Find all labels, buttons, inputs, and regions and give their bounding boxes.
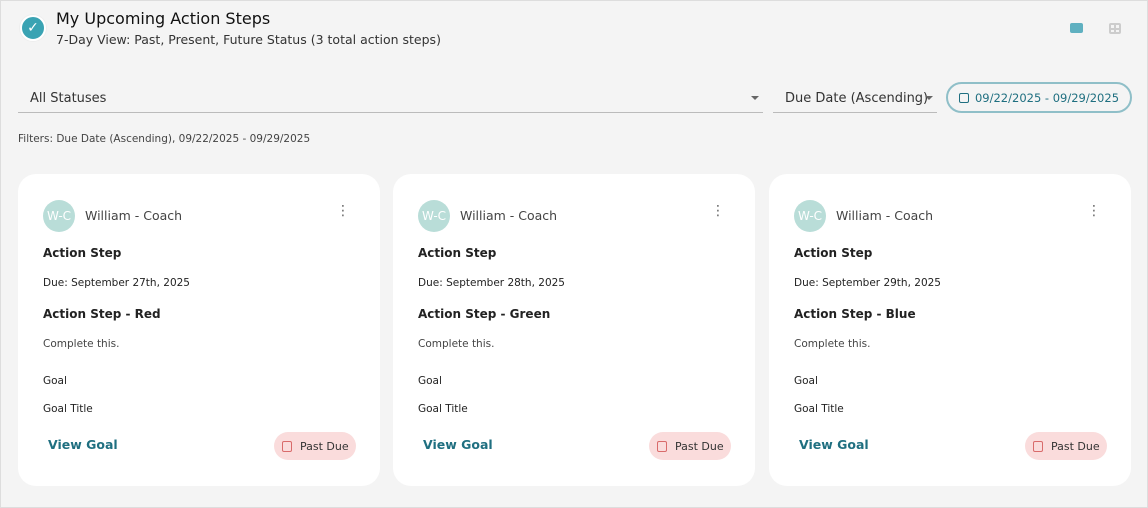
- alert-calendar-icon: [657, 440, 667, 452]
- more-options-icon[interactable]: ⋮: [711, 203, 725, 219]
- status-label: Past Due: [675, 439, 724, 453]
- status-label: Past Due: [1051, 439, 1100, 453]
- status-badge: Past Due: [649, 432, 731, 460]
- action-step-name: Action Step - Blue: [794, 307, 916, 321]
- description: Complete this.: [418, 338, 495, 350]
- avatar: W-C: [418, 200, 450, 232]
- status-label: Past Due: [300, 439, 349, 453]
- status-badge: Past Due: [1025, 432, 1107, 460]
- avatar: W-C: [794, 200, 826, 232]
- chevron-down-icon: [925, 96, 933, 100]
- goal-label: Goal: [43, 375, 67, 387]
- view-goal-link[interactable]: View Goal: [48, 437, 118, 452]
- card-type: Action Step: [418, 246, 497, 260]
- action-step-card: W-C William - Coach ⋮ Action Step Due: S…: [769, 174, 1131, 486]
- date-range-label: 09/22/2025 - 09/29/2025: [974, 90, 1120, 105]
- due-date: Due: September 28th, 2025: [418, 277, 565, 289]
- goal-label: Goal: [794, 375, 818, 387]
- grid-view-icon[interactable]: [1109, 23, 1121, 34]
- alert-calendar-icon: [282, 440, 292, 452]
- goal-label: Goal: [418, 375, 442, 387]
- view-goal-link[interactable]: View Goal: [799, 437, 869, 452]
- action-step-card: W-C William - Coach ⋮ Action Step Due: S…: [393, 174, 755, 486]
- sort-select-value: Due Date (Ascending): [785, 91, 929, 106]
- action-step-name: Action Step - Green: [418, 307, 551, 321]
- check-circle-icon: ✓: [20, 15, 46, 41]
- coach-name: William - Coach: [836, 208, 934, 223]
- filters-summary: Filters: Due Date (Ascending), 09/22/202…: [18, 133, 311, 145]
- action-step-card: W-C William - Coach ⋮ Action Step Due: S…: [18, 174, 380, 486]
- goal-title: Goal Title: [794, 403, 844, 415]
- page-title: My Upcoming Action Steps: [56, 9, 271, 28]
- description: Complete this.: [794, 338, 871, 350]
- calendar-icon: [958, 92, 969, 103]
- sort-select[interactable]: Due Date (Ascending): [773, 83, 937, 113]
- action-step-name: Action Step - Red: [43, 307, 161, 321]
- card-type: Action Step: [43, 246, 122, 260]
- coach-name: William - Coach: [85, 208, 183, 223]
- avatar: W-C: [43, 200, 75, 232]
- view-goal-link[interactable]: View Goal: [423, 437, 493, 452]
- coach-name: William - Coach: [460, 208, 558, 223]
- more-options-icon[interactable]: ⋮: [1087, 203, 1101, 219]
- card-type: Action Step: [794, 246, 873, 260]
- status-select-value: All Statuses: [30, 91, 107, 106]
- goal-title: Goal Title: [43, 403, 93, 415]
- due-date: Due: September 27th, 2025: [43, 277, 190, 289]
- date-range-button[interactable]: 09/22/2025 - 09/29/2025: [946, 82, 1132, 113]
- status-select[interactable]: All Statuses: [18, 83, 763, 113]
- card-view-icon[interactable]: [1070, 23, 1083, 33]
- due-date: Due: September 29th, 2025: [794, 277, 941, 289]
- page-subtitle: 7-Day View: Past, Present, Future Status…: [56, 32, 441, 47]
- goal-title: Goal Title: [418, 403, 468, 415]
- alert-calendar-icon: [1033, 440, 1043, 452]
- description: Complete this.: [43, 338, 120, 350]
- chevron-down-icon: [751, 96, 759, 100]
- more-options-icon[interactable]: ⋮: [336, 203, 350, 219]
- status-badge: Past Due: [274, 432, 356, 460]
